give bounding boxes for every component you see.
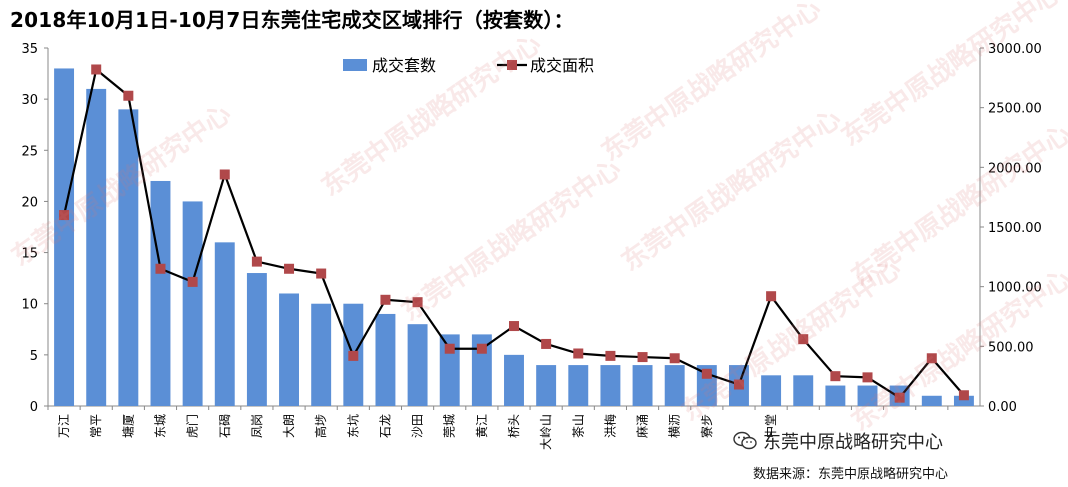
y-left-tick-label: 10 xyxy=(21,298,38,313)
line-marker xyxy=(605,350,616,361)
line-marker xyxy=(766,291,777,302)
x-tick-label: 万江 xyxy=(57,414,71,438)
x-tick-label: 横沥 xyxy=(668,414,682,438)
y-right-tick-label: 2500.00 xyxy=(988,102,1042,117)
bar xyxy=(664,365,685,406)
line-marker xyxy=(380,294,391,305)
bar xyxy=(279,293,299,406)
bar xyxy=(793,375,814,406)
x-tick-label: 中堂 xyxy=(763,414,778,438)
x-tick-label: 洪梅 xyxy=(602,414,617,438)
line-marker xyxy=(894,392,905,403)
line-marker xyxy=(701,368,712,379)
x-tick-label: 高埗 xyxy=(313,414,328,438)
line-marker xyxy=(541,338,552,349)
x-tick-label: 大朗 xyxy=(282,414,296,438)
bar xyxy=(311,303,332,406)
y-left-tick-label: 15 xyxy=(21,247,38,262)
line-marker xyxy=(123,90,134,101)
bar xyxy=(407,324,428,406)
x-tick-label: 大岭山 xyxy=(539,414,553,450)
brand-text: 东莞中原战略研究中心 xyxy=(763,432,943,453)
x-tick-label: 石龙 xyxy=(378,414,392,438)
y-right-tick-label: 500.00 xyxy=(988,340,1034,355)
bar xyxy=(600,365,621,406)
line-marker xyxy=(798,334,809,345)
line-marker xyxy=(412,297,423,308)
x-tick-label: 石碣 xyxy=(218,414,232,438)
bar xyxy=(182,201,203,406)
line-marker xyxy=(155,263,166,274)
line-marker xyxy=(509,321,519,332)
y-left-tick-label: 30 xyxy=(21,93,38,108)
line-marker xyxy=(348,350,359,361)
x-tick-label: 凤岗 xyxy=(250,414,264,438)
chart-title: 2018年10月1日-10月7日东莞住宅成交区域排行（按套数）： xyxy=(10,8,574,32)
x-tick-label: 寮步 xyxy=(699,414,714,438)
y-right-tick-label: 0.00 xyxy=(988,400,1017,415)
line-marker xyxy=(316,268,327,279)
x-tick-label: 东坑 xyxy=(345,414,360,438)
line-marker xyxy=(284,263,295,274)
line-marker xyxy=(187,276,198,287)
line-marker xyxy=(669,353,680,364)
bar xyxy=(953,395,974,406)
line-marker xyxy=(958,390,969,401)
x-tick-label: 桥头 xyxy=(507,414,521,438)
x-tick-label: 黄江 xyxy=(475,414,489,438)
line-marker xyxy=(926,353,937,364)
legend-bar-label: 成交套数 xyxy=(372,56,436,75)
line-marker xyxy=(637,352,648,363)
x-tick-label: 沙田 xyxy=(411,414,425,438)
bar xyxy=(246,273,267,406)
x-tick-label: 莞城 xyxy=(443,414,457,438)
bar xyxy=(825,385,846,406)
line-marker xyxy=(219,169,230,180)
line-marker xyxy=(251,256,262,267)
bar xyxy=(504,354,524,406)
line-marker xyxy=(476,343,487,354)
legend-bar-swatch xyxy=(343,59,367,71)
bar xyxy=(632,365,653,406)
y-right-tick-label: 1000.00 xyxy=(988,281,1042,296)
bar xyxy=(857,385,878,406)
legend-line-marker xyxy=(507,60,517,70)
y-left-tick-label: 25 xyxy=(21,144,38,159)
bar xyxy=(568,365,589,406)
legend-line-label: 成交面积 xyxy=(530,56,594,75)
wechat-brand: 东莞中原战略研究中心 xyxy=(733,428,943,454)
x-tick-label: 麻涌 xyxy=(635,414,650,438)
line-marker xyxy=(59,210,70,221)
bar xyxy=(921,395,942,406)
line-marker xyxy=(573,348,584,359)
x-tick-label: 常平 xyxy=(89,414,103,438)
bar xyxy=(86,88,107,407)
y-left-tick-label: 20 xyxy=(21,195,38,210)
line-marker xyxy=(830,371,841,382)
source-note: 数据来源：东莞中原战略研究中心 xyxy=(753,467,949,482)
y-left-tick-label: 0 xyxy=(30,400,38,415)
line-marker xyxy=(444,343,455,354)
x-tick-label: 虎门 xyxy=(185,414,200,438)
bar xyxy=(118,109,139,406)
line-marker xyxy=(862,372,873,383)
wechat-icon xyxy=(733,431,757,450)
x-tick-label: 茶山 xyxy=(570,414,585,438)
bar xyxy=(375,313,396,406)
y-right-tick-label: 3000.00 xyxy=(988,42,1042,57)
line-marker xyxy=(91,64,102,75)
bar xyxy=(214,242,235,406)
y-left-tick-label: 35 xyxy=(21,42,38,57)
y-right-tick-label: 1500.00 xyxy=(988,221,1042,236)
line-marker xyxy=(733,379,744,390)
y-right-tick-label: 2000.00 xyxy=(988,161,1042,176)
bar xyxy=(536,365,557,406)
bar xyxy=(150,180,171,406)
x-tick-label: 塘厦 xyxy=(120,414,135,438)
bar xyxy=(761,375,782,406)
x-tick-label: 东城 xyxy=(153,414,167,438)
y-left-tick-label: 5 xyxy=(30,349,38,364)
bar xyxy=(54,68,75,406)
